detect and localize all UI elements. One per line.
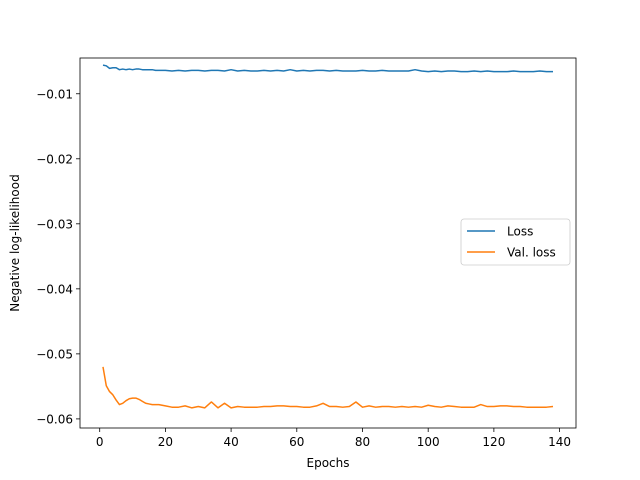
y-tick-label: −0.01 (36, 87, 73, 101)
y-tick-label: −0.03 (36, 217, 73, 231)
legend-label-val-loss: Val. loss (507, 246, 556, 260)
x-axis-label: Epochs (307, 456, 350, 470)
legend-label-loss: Loss (507, 225, 533, 239)
x-tick-label: 40 (223, 435, 238, 449)
series-line-val-loss (102, 366, 554, 409)
y-tick-label: −0.04 (36, 282, 73, 296)
legend: Loss Val. loss (460, 218, 571, 266)
axes-frame (79, 57, 577, 429)
x-tick-label: 0 (96, 435, 104, 449)
x-tick-label: 20 (158, 435, 173, 449)
y-axis-label: Negative log-likelihood (8, 174, 22, 311)
y-tick-label: −0.02 (36, 152, 73, 166)
series-line-loss (102, 64, 554, 73)
y-tick-label: −0.06 (36, 412, 73, 426)
series-layer (102, 64, 554, 409)
x-tick-label: 80 (355, 435, 370, 449)
x-tick-label: 60 (289, 435, 304, 449)
x-tick-label: 140 (548, 435, 571, 449)
x-tick-label: 100 (417, 435, 440, 449)
x-axis-ticks: 0 20 40 60 80 100 120 140 (96, 428, 571, 449)
y-tick-label: −0.05 (36, 347, 73, 361)
x-tick-label: 120 (482, 435, 505, 449)
y-axis-ticks: −0.01 −0.02 −0.03 −0.04 −0.05 −0.06 (36, 87, 80, 426)
